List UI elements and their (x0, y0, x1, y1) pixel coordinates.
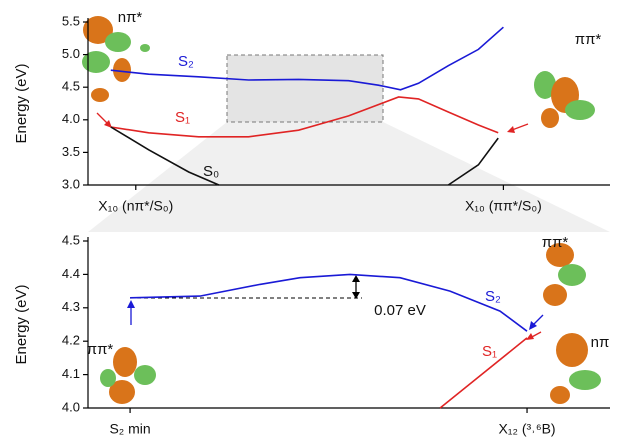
y-tick-label: 5.0 (62, 46, 80, 61)
curve-label: S₂ (485, 288, 501, 305)
annotation: ππ* (575, 31, 602, 48)
y-tick-label: 5.5 (62, 13, 80, 28)
y-tick-label: 4.2 (62, 333, 80, 348)
orbital-top-right (534, 71, 595, 128)
orbital-bottom-right (543, 243, 601, 404)
curve-label: S₁ (482, 343, 497, 360)
y-axis-title: Energy (eV) (13, 63, 30, 143)
figure: Energy (eV) 3.0 3.5 4.0 4.5 5.0 5.5 X₁₀ (nπ*/S₀… (0, 0, 617, 444)
x-tick-label: X₁₀ (ππ*/S₀) (465, 198, 542, 214)
curve-label: S₁ (175, 109, 190, 126)
y-axis-title: Energy (eV) (13, 284, 30, 364)
zoom-projection (88, 122, 610, 232)
y-tick-label: 4.3 (62, 299, 80, 314)
annotation: nπ (591, 334, 610, 351)
x-tick-label: X₁₂ (³˒⁶B) (498, 421, 555, 437)
curve (130, 274, 527, 331)
y-tick-label: 4.1 (62, 366, 80, 381)
x-tick-label: S₂ min (109, 421, 150, 437)
y-tick-label: 3.5 (62, 144, 80, 159)
x-tick-label: X₁₀ (nπ*/S₀) (98, 198, 173, 214)
annotation: ππ* (87, 341, 114, 358)
curve-label: S₀ (203, 163, 219, 180)
y-tick-label: 4.5 (62, 232, 80, 247)
annotation: nπ* (118, 9, 143, 26)
orbital-top-left (82, 16, 150, 102)
y-tick-label: 3.0 (62, 176, 80, 191)
y-tick-label: 4.4 (62, 266, 80, 281)
y-tick-label: 4.0 (62, 111, 80, 126)
y-tick-label: 4.5 (62, 79, 80, 94)
curve-label: S₂ (178, 53, 194, 70)
annotation: ππ* (542, 234, 569, 251)
annotation: 0.07 eV (374, 302, 426, 319)
y-tick-label: 4.0 (62, 399, 80, 414)
